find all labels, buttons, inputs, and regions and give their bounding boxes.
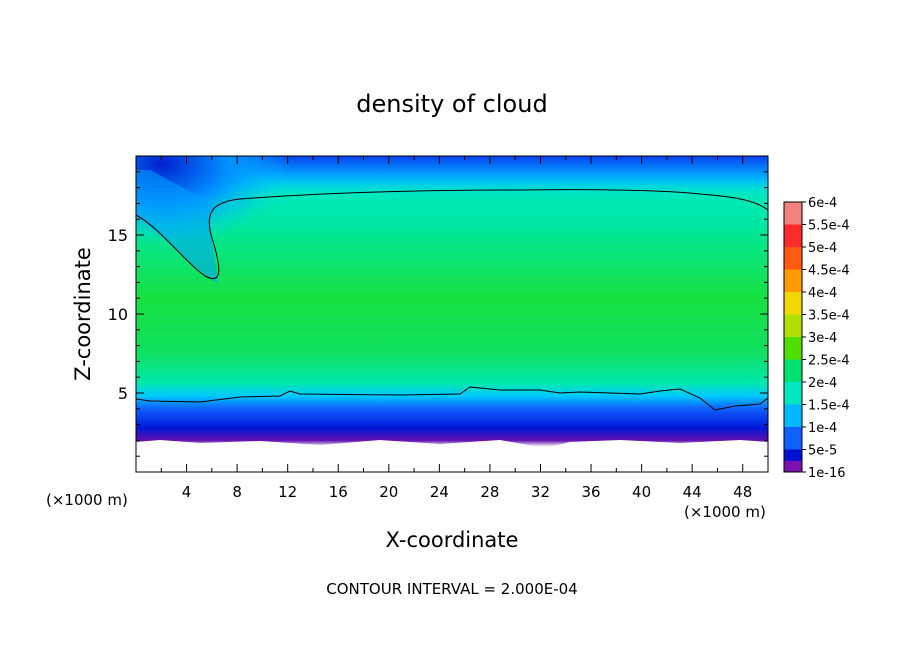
- colorbar-label: 2.5e-4: [808, 354, 850, 369]
- contour-line-upper: [136, 189, 768, 280]
- colorbar-label: 6e-4: [808, 196, 837, 211]
- colorbar-swatch: [784, 460, 802, 472]
- x-axis-label: X-coordinate: [386, 528, 519, 552]
- colorbar-label: 5e-4: [808, 241, 837, 256]
- x-tick-label: 20: [379, 483, 398, 501]
- field-left-plume: [136, 170, 218, 283]
- x-tick-label: 4: [182, 483, 192, 501]
- x-axis: 4 8 12 16 20 24 28 32 36 40 44 48: [160, 156, 752, 501]
- x-tick-label: 36: [581, 483, 600, 501]
- y-tick-label: 10: [108, 305, 128, 324]
- colorbar-swatch: [784, 224, 802, 247]
- colorbar-swatch: [784, 359, 802, 382]
- x-tick-label: 8: [232, 483, 242, 501]
- colorbar-label: 5.5e-4: [808, 219, 850, 234]
- contour-interval-note: CONTOUR INTERVAL = 2.000E-04: [326, 580, 577, 598]
- x-tick-label: 48: [733, 483, 752, 501]
- x-tick-label: 44: [683, 483, 702, 501]
- colorbar-swatch: [784, 247, 802, 270]
- colorbar-label: 1e-4: [808, 421, 837, 436]
- plot-area: [136, 156, 768, 472]
- colorbar-swatch: [784, 314, 802, 337]
- chart-title: density of cloud: [356, 90, 547, 118]
- colorbar-swatch: [784, 269, 802, 292]
- colorbar-label: 1e-16: [808, 466, 846, 481]
- y-tick-label: 5: [118, 384, 128, 403]
- x-tick-label: 24: [430, 483, 449, 501]
- colorbar-swatch: [784, 404, 802, 427]
- y-axis: 5 10 15: [108, 171, 768, 457]
- y-axis-label: Z-coordinate: [71, 247, 95, 381]
- colorbar-label: 3e-4: [808, 331, 837, 346]
- x-tick-label: 40: [632, 483, 651, 501]
- colorbar-swatch: [784, 202, 802, 225]
- colorbar-label: 4e-4: [808, 286, 837, 301]
- colorbar-swatch: [784, 427, 802, 450]
- colorbar-swatch: [784, 382, 802, 405]
- colorbar-label: 3.5e-4: [808, 309, 850, 324]
- x-tick-label: 28: [480, 483, 499, 501]
- field-bottom-edge: [136, 440, 768, 472]
- colorbar-label: 1.5e-4: [808, 399, 850, 414]
- x-tick-label: 12: [278, 483, 297, 501]
- x-unit-right: (×1000 m): [684, 503, 766, 521]
- colorbar-label: 5e-5: [808, 444, 837, 459]
- colorbar: 6e-4 5.5e-4 5e-4 4.5e-4 4e-4 3.5e-4 3e-4 2.5e-4…: [783, 196, 850, 481]
- contour-line-lower: [136, 386, 768, 411]
- colorbar-label: 4.5e-4: [808, 264, 850, 279]
- x-tick-label: 32: [531, 483, 550, 501]
- x-tick-label: 16: [329, 483, 348, 501]
- colorbar-swatch: [784, 337, 802, 360]
- y-tick-label: 15: [108, 226, 128, 245]
- colorbar-swatch: [784, 292, 802, 315]
- x-unit-left: (×1000 m): [46, 491, 128, 509]
- colorbar-label: 2e-4: [808, 376, 837, 391]
